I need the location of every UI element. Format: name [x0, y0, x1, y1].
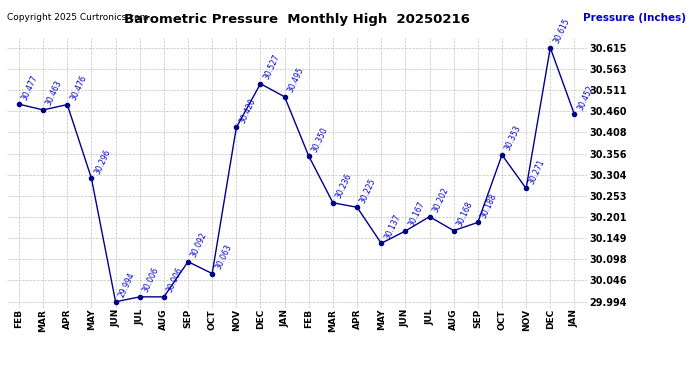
Text: 29.994: 29.994: [117, 271, 137, 299]
Text: 30.350: 30.350: [310, 125, 330, 153]
Text: Barometric Pressure  Monthly High  20250216: Barometric Pressure Monthly High 2025021…: [124, 13, 470, 26]
Text: 30.167: 30.167: [407, 200, 426, 228]
Text: 30.006: 30.006: [166, 266, 185, 294]
Text: 30.476: 30.476: [69, 74, 88, 102]
Text: 30.063: 30.063: [214, 243, 233, 271]
Text: 30.615: 30.615: [552, 17, 571, 45]
Text: 30.495: 30.495: [286, 66, 306, 94]
Text: 30.137: 30.137: [383, 213, 402, 240]
Text: 30.353: 30.353: [504, 124, 523, 152]
Text: 30.452: 30.452: [576, 84, 595, 112]
Text: 30.271: 30.271: [528, 158, 547, 186]
Text: 30.463: 30.463: [45, 79, 64, 107]
Text: 30.168: 30.168: [455, 200, 475, 228]
Text: 30.296: 30.296: [93, 147, 112, 176]
Text: 30.202: 30.202: [431, 186, 451, 214]
Text: 30.477: 30.477: [21, 74, 40, 101]
Text: Pressure (Inches): Pressure (Inches): [583, 13, 686, 23]
Text: 30.236: 30.236: [335, 172, 354, 200]
Text: 30.420: 30.420: [238, 97, 257, 125]
Text: 30.225: 30.225: [359, 177, 378, 204]
Text: Copyright 2025 Curtronics.com: Copyright 2025 Curtronics.com: [7, 13, 148, 22]
Text: 30.527: 30.527: [262, 53, 282, 81]
Text: 30.188: 30.188: [480, 192, 498, 220]
Text: 30.092: 30.092: [190, 231, 209, 259]
Text: 30.006: 30.006: [141, 266, 161, 294]
